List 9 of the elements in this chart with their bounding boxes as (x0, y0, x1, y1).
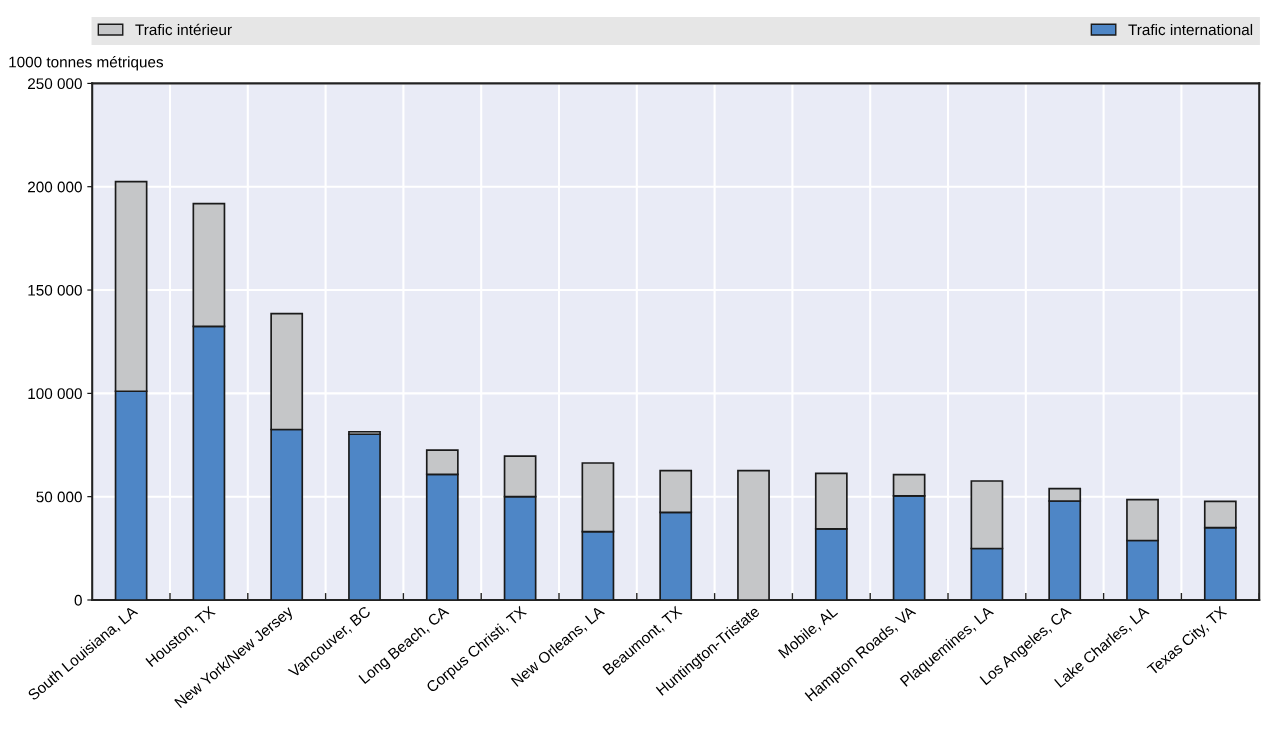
y-tick-label: 0 (74, 594, 82, 606)
y-tick-label: 150 000 (28, 284, 82, 296)
y-tick-label: 100 000 (28, 388, 82, 400)
legend-label: Trafic intérieur (135, 23, 232, 36)
legend-label: Trafic international (1128, 23, 1253, 36)
y-tick-label: 200 000 (28, 181, 82, 193)
y-tick-label: 250 000 (28, 78, 82, 90)
y-axis-title: 1000 tonnes métriques (9, 56, 164, 71)
y-tick-label: 50 000 (36, 491, 82, 503)
